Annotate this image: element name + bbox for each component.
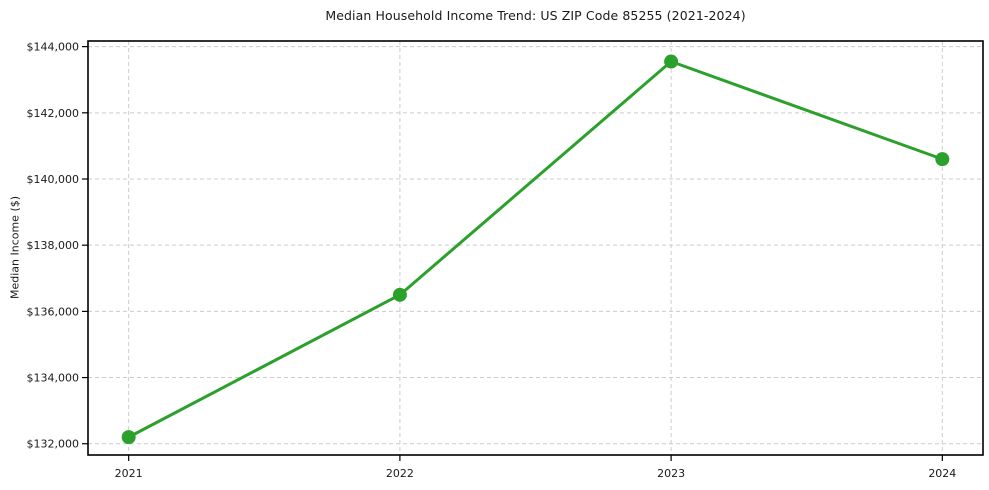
trend-line [127,60,944,439]
data-point-2023 [664,54,679,69]
chart-title: Median Household Income Trend: US ZIP Co… [325,8,746,23]
x-tick-label: 2023 [657,467,685,480]
plot-border [87,40,984,456]
y-tick-label: $140,000 [27,173,80,186]
x-tick-label: 2021 [115,467,143,480]
y-tick-label: $132,000 [27,438,80,451]
y-tick-label: $144,000 [27,41,80,54]
y-tick-label: $138,000 [27,239,80,252]
data-point-2024 [935,152,950,167]
y-tick-label: $134,000 [27,372,80,385]
y-tick-label: $136,000 [27,305,80,318]
x-tick-label: 2024 [928,467,956,480]
data-point-2021 [121,430,136,445]
x-tick-label: 2022 [386,467,414,480]
data-point-2022 [392,287,407,302]
y-tick-label: $142,000 [27,107,80,120]
